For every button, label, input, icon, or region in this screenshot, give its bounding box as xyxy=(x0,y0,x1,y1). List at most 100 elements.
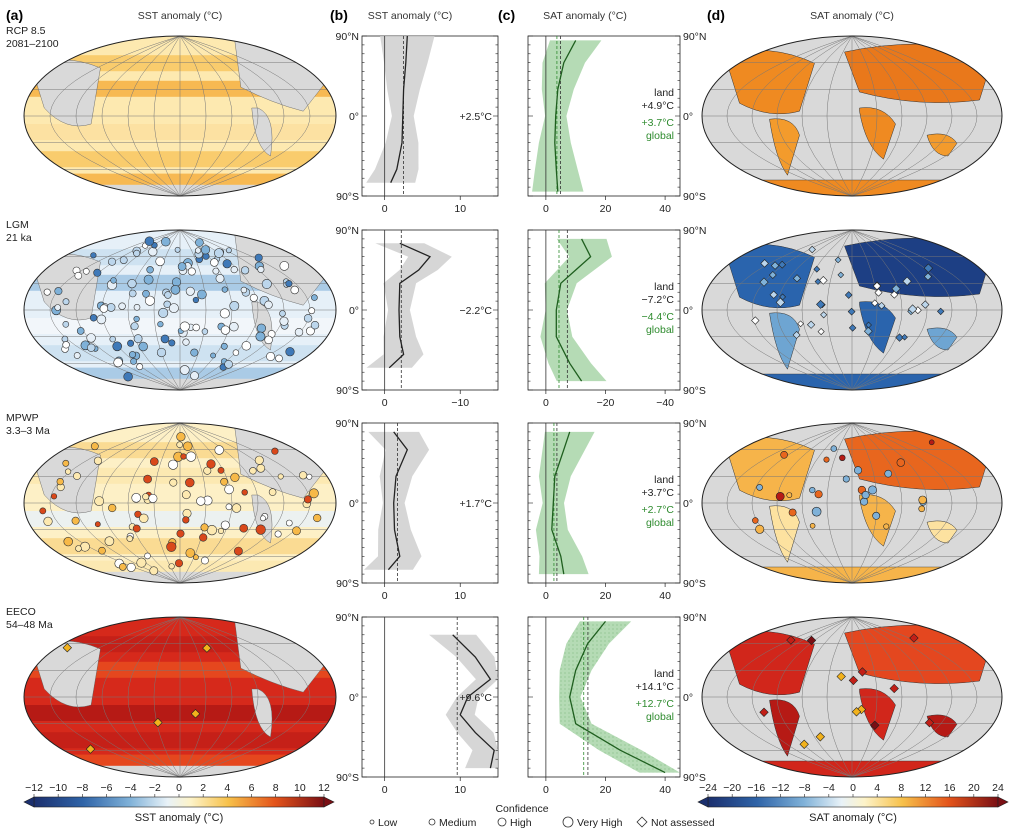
proxy-marker xyxy=(136,557,147,568)
proxy-marker xyxy=(144,552,151,560)
proxy-marker xyxy=(132,524,141,533)
continent-shape xyxy=(769,118,800,176)
proxy-marker xyxy=(220,342,228,350)
colorbar-tick-label: −10 xyxy=(49,782,67,794)
x-tick-label: 40 xyxy=(659,784,671,796)
map-sst-3 xyxy=(23,616,337,778)
proxy-marker xyxy=(219,308,230,319)
sst-colorbar: −12 −10 −8 −6 −4 −2 0 2 4 6 8 10 12 SST anomaly (°C) xyxy=(23,782,335,824)
proxy-diamond xyxy=(813,265,821,273)
proxy-marker xyxy=(185,548,196,558)
proxy-marker xyxy=(303,495,312,504)
proxy-marker xyxy=(180,453,187,460)
proxy-marker xyxy=(98,546,106,555)
proxy-marker xyxy=(171,277,182,287)
confidence-label: Not assessed xyxy=(651,817,715,829)
proxy-marker xyxy=(134,510,142,518)
map-outline xyxy=(701,616,1003,778)
proxy-marker xyxy=(71,516,80,525)
proxy-marker xyxy=(285,519,293,527)
proxy-marker xyxy=(264,300,273,309)
profile-line xyxy=(569,620,666,774)
graticule-lon xyxy=(826,36,853,196)
uncertainty-envelope xyxy=(532,40,602,192)
proxy-diamond xyxy=(889,683,899,694)
proxy-diamond xyxy=(847,307,856,316)
lat-label-north: 90°N xyxy=(336,225,359,237)
x-tick-label: −40 xyxy=(656,397,674,409)
proxy-marker xyxy=(232,349,240,356)
proxy-diamond xyxy=(751,316,760,325)
global-label: global xyxy=(646,711,674,723)
graticule-lon xyxy=(826,423,853,583)
proxy-marker xyxy=(113,357,123,368)
proxy-marker xyxy=(176,441,183,449)
proxy-marker xyxy=(275,354,283,363)
colorbar-title: SST anomaly (°C) xyxy=(135,812,224,824)
land-label: land xyxy=(654,281,674,293)
proxy-diamond xyxy=(902,276,912,286)
header-a: SST anomaly (°C) xyxy=(138,10,223,22)
proxy-marker xyxy=(127,339,135,347)
map-content xyxy=(702,230,1002,390)
proxy-marker xyxy=(94,521,101,528)
proxy-marker xyxy=(133,334,143,344)
proxy-marker xyxy=(169,478,178,487)
proxy-marker xyxy=(264,335,273,345)
proxy-marker xyxy=(73,352,81,359)
lat-label-south: 90°S xyxy=(336,578,359,590)
proxy-diamond xyxy=(806,320,816,329)
proxy-diamond xyxy=(871,299,879,307)
proxy-diamond xyxy=(863,326,873,336)
proxy-diamond xyxy=(837,271,845,279)
proxy-diamond xyxy=(775,297,786,308)
map-sat-1 xyxy=(701,229,1003,391)
proxy-diamond xyxy=(895,333,904,342)
proxy-marker xyxy=(861,490,870,499)
profile-sst-0: 0 10 90°N 0° 90°S +2.5°C xyxy=(336,31,499,215)
proxy-marker xyxy=(133,315,140,323)
proxy-marker xyxy=(93,456,103,465)
uncertainty-envelope xyxy=(559,621,680,773)
proxy-marker xyxy=(139,513,149,523)
graticule-lon xyxy=(801,230,853,390)
proxy-diamond xyxy=(153,717,163,728)
colorbar-tick-label: −4 xyxy=(823,782,835,794)
map-content xyxy=(24,230,336,390)
graticule-lon xyxy=(851,617,903,777)
confidence-label: Medium xyxy=(439,817,477,829)
lat-label-equator: 0° xyxy=(349,305,359,317)
proxy-marker xyxy=(884,469,893,478)
x-tick-label: 20 xyxy=(600,203,612,215)
proxy-marker xyxy=(119,256,128,264)
graticule-lon xyxy=(826,617,853,777)
proxy-marker xyxy=(241,341,252,351)
x-tick-label: 0 xyxy=(382,397,388,409)
proxy-marker xyxy=(185,451,197,462)
proxy-marker xyxy=(229,300,240,311)
global-value: −4.4°C xyxy=(641,311,674,323)
graticule-lon xyxy=(801,423,853,583)
x-tick-label: 10 xyxy=(454,590,466,602)
lat-label-north: 90°N xyxy=(336,612,359,624)
proxy-marker xyxy=(157,321,164,328)
header-b: SST anomaly (°C) xyxy=(368,10,453,22)
x-tick-label: 0 xyxy=(382,784,388,796)
land-label: land xyxy=(654,474,674,486)
proxy-marker xyxy=(126,535,134,542)
map-content xyxy=(702,617,1002,777)
x-tick-label: −20 xyxy=(597,397,615,409)
proxy-diamond xyxy=(834,256,842,264)
proxy-marker xyxy=(918,505,926,513)
proxy-marker xyxy=(872,511,881,520)
map-sat-2 xyxy=(701,422,1003,584)
profile-line xyxy=(388,242,432,369)
colorbar-tick-label: −8 xyxy=(76,782,88,794)
land-value: −7.2°C xyxy=(641,294,674,306)
map-content xyxy=(24,36,336,196)
land-value: +3.7°C xyxy=(641,487,674,499)
proxy-marker xyxy=(143,274,154,285)
lat-label-north: 90°N xyxy=(336,31,359,43)
